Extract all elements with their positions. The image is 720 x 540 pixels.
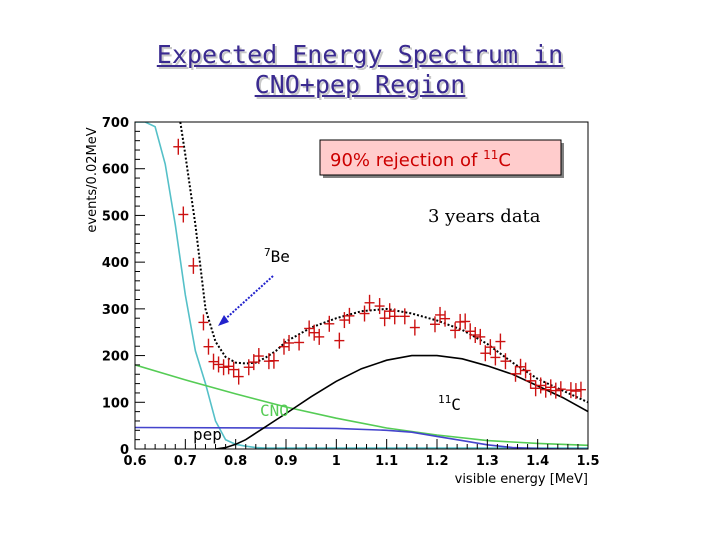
data-point xyxy=(435,306,446,323)
be7-label: 7Be xyxy=(264,246,290,266)
data-point xyxy=(555,381,566,398)
data-point xyxy=(485,339,496,356)
data-point xyxy=(228,361,239,378)
data-point xyxy=(334,332,345,349)
data-point xyxy=(515,358,526,375)
data-point xyxy=(324,315,335,332)
data-point xyxy=(440,310,451,327)
y-tick-label: 500 xyxy=(102,209,129,224)
y-tick-label: 400 xyxy=(102,256,129,271)
data-point xyxy=(374,298,385,315)
data-point xyxy=(223,358,234,375)
cno-label: CNO xyxy=(260,401,289,420)
x-tick-label: 1.4 xyxy=(526,454,549,469)
data-point xyxy=(500,353,511,370)
data-point xyxy=(565,382,576,399)
slide-title-line-1: Expected Energy Spectrum in xyxy=(156,40,564,69)
data-point xyxy=(203,338,214,355)
data-point xyxy=(429,316,440,333)
y-tick-label: 600 xyxy=(102,163,129,178)
data-point xyxy=(470,327,481,344)
data-point xyxy=(520,362,531,379)
data-point xyxy=(248,354,259,371)
rejection-box-label: 90% rejection of 11C xyxy=(330,148,511,171)
data-point xyxy=(208,353,219,370)
data-point xyxy=(510,365,521,382)
be7-arrow xyxy=(221,275,274,323)
y-tick-label: 200 xyxy=(102,350,129,365)
data-point xyxy=(575,381,586,398)
x-axis-title: visible energy [MeV] xyxy=(455,472,588,487)
data-point xyxy=(188,257,199,274)
data-point xyxy=(480,345,491,362)
series-cno-line xyxy=(135,364,588,447)
x-tick-label: 1.2 xyxy=(425,454,448,469)
data-point xyxy=(545,379,556,396)
x-tick-label: 1 xyxy=(332,454,341,469)
data-point xyxy=(465,323,476,340)
data-point xyxy=(243,359,254,376)
data-point xyxy=(570,383,581,400)
data-point xyxy=(304,320,315,337)
x-tick-label: 0.7 xyxy=(174,454,197,469)
x-tick-label: 0.8 xyxy=(224,454,247,469)
slide-title-line-2: CNO+pep Region xyxy=(254,70,466,99)
data-point xyxy=(253,348,264,365)
data-points-layer xyxy=(173,138,586,400)
exposure-label: 3 years data xyxy=(428,206,541,227)
data-point xyxy=(384,303,395,320)
data-point xyxy=(178,206,189,223)
data-point xyxy=(284,334,295,351)
data-point xyxy=(530,380,541,397)
data-point xyxy=(475,328,486,345)
data-point xyxy=(278,338,289,355)
data-point xyxy=(399,308,410,325)
data-point xyxy=(460,313,471,330)
x-tick-label: 1.1 xyxy=(375,454,398,469)
data-point xyxy=(540,381,551,398)
data-point xyxy=(218,359,229,376)
data-point xyxy=(173,138,184,155)
y-tick-label: 0 xyxy=(120,443,129,458)
data-point xyxy=(339,312,350,329)
x-tick-label: 0.9 xyxy=(274,454,297,469)
data-point xyxy=(525,372,536,389)
data-point xyxy=(344,307,355,324)
x-tick-label: 0.6 xyxy=(123,454,146,469)
plot-frame xyxy=(134,121,589,450)
x-tick-label: 1.3 xyxy=(476,454,499,469)
y-tick-label: 100 xyxy=(102,396,129,411)
data-point xyxy=(389,308,400,325)
y-axis-title: events/0.02MeV xyxy=(85,127,100,232)
data-point xyxy=(379,310,390,327)
c11-label: 11C xyxy=(438,393,461,414)
data-point xyxy=(550,382,561,399)
data-point xyxy=(535,377,546,394)
data-point xyxy=(409,319,420,336)
series-11c-line xyxy=(215,354,588,449)
data-point xyxy=(314,328,325,345)
y-tick-label: 700 xyxy=(102,116,129,131)
rejection-box: 90% rejection of 11C xyxy=(319,139,564,178)
data-point xyxy=(213,356,224,373)
data-point xyxy=(450,322,461,339)
pep-label: pep xyxy=(193,425,222,444)
data-point xyxy=(364,294,375,311)
y-tick-label: 300 xyxy=(102,303,129,318)
data-point xyxy=(490,349,501,366)
be7-arrow-head xyxy=(218,315,229,326)
series-7be-line xyxy=(135,122,588,449)
data-point xyxy=(359,305,370,322)
axis-layer: 0 100 200 300 400 500 600 700 0.6 0.7 0.8 0.9 1 1.1 1.… xyxy=(102,116,600,469)
data-point xyxy=(309,324,320,341)
x-tick-label: 1.5 xyxy=(576,454,599,469)
slide-title: Expected Energy Spectrum in CNO+pep Regi… xyxy=(0,40,720,100)
data-point xyxy=(198,314,209,331)
rejection-box-background xyxy=(319,139,562,176)
data-point xyxy=(294,334,305,351)
data-point xyxy=(495,333,506,350)
data-point xyxy=(268,352,279,369)
data-point xyxy=(233,368,244,385)
